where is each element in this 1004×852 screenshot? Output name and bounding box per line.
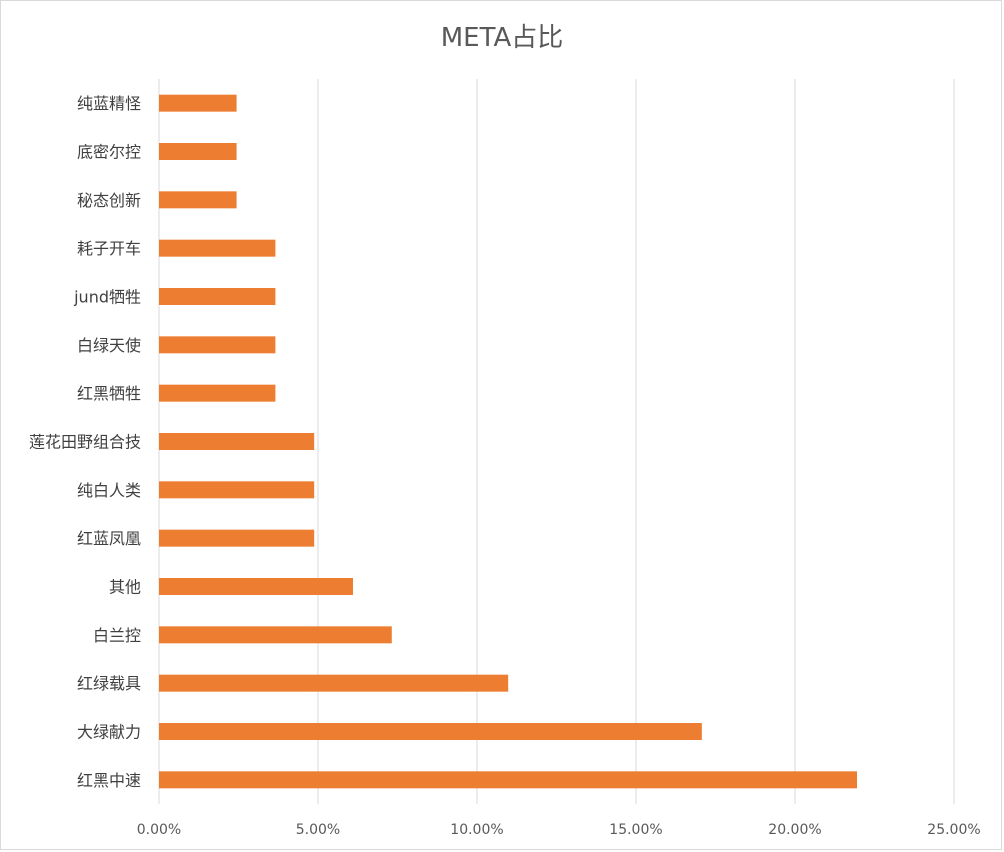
category-label: 纯白人类 — [77, 481, 141, 500]
bar — [159, 723, 702, 740]
bar — [159, 384, 276, 402]
category-label: 底密尔控 — [77, 143, 141, 162]
bar — [159, 94, 237, 112]
category-label: 红黑牺牲 — [77, 384, 141, 403]
x-tick-label: 5.00% — [296, 822, 340, 838]
x-tick-label: 15.00% — [609, 822, 662, 838]
x-tick-label: 20.00% — [768, 822, 821, 838]
category-label: 其他 — [109, 578, 141, 597]
bar — [159, 674, 509, 692]
category-label: 秘态创新 — [77, 191, 141, 210]
x-tick-label: 0.00% — [137, 822, 181, 838]
bar — [159, 529, 315, 547]
bar — [159, 239, 276, 257]
category-label: 纯蓝精怪 — [77, 94, 141, 113]
category-label: 耗子开车 — [77, 239, 141, 258]
x-tick-label: 10.00% — [450, 822, 503, 838]
category-label: 红黑中速 — [77, 771, 141, 790]
category-label: jund牺牲 — [73, 288, 141, 307]
chart-title: META占比 — [440, 23, 564, 53]
bar — [159, 433, 315, 450]
bar — [159, 143, 237, 160]
bar — [159, 288, 276, 305]
bar — [159, 336, 276, 354]
category-label: 红蓝凤凰 — [77, 529, 141, 548]
category-label: 白兰控 — [93, 626, 141, 645]
category-label: 红绿载具 — [77, 674, 141, 693]
x-tick-label: 25.00% — [927, 822, 980, 838]
category-label: 白绿天使 — [77, 336, 141, 355]
category-label: 大绿献力 — [77, 723, 141, 742]
bar — [159, 191, 237, 209]
bar — [159, 626, 392, 644]
bar — [159, 771, 858, 789]
bar — [159, 481, 315, 499]
bar — [159, 578, 353, 595]
category-label: 莲花田野组合技 — [29, 433, 141, 452]
